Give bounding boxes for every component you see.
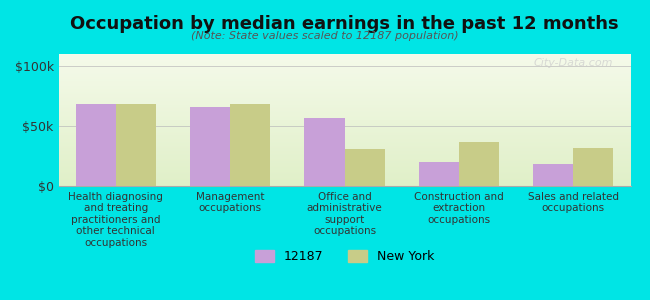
Bar (533, 164, 573, 186)
Bar (116, 104, 156, 186)
Bar (419, 162, 459, 186)
Text: (Note: State values scaled to 12187 population): (Note: State values scaled to 12187 popu… (191, 31, 459, 41)
Bar (190, 107, 230, 186)
Bar (573, 148, 614, 186)
Bar (459, 142, 499, 186)
Text: City-Data.com: City-Data.com (534, 58, 614, 68)
Title: Occupation by median earnings in the past 12 months: Occupation by median earnings in the pas… (70, 15, 619, 33)
Bar (75, 104, 116, 186)
Bar (230, 104, 270, 186)
Bar (344, 149, 385, 186)
Bar (304, 118, 345, 186)
Legend: 12187, New York: 12187, New York (248, 244, 441, 269)
